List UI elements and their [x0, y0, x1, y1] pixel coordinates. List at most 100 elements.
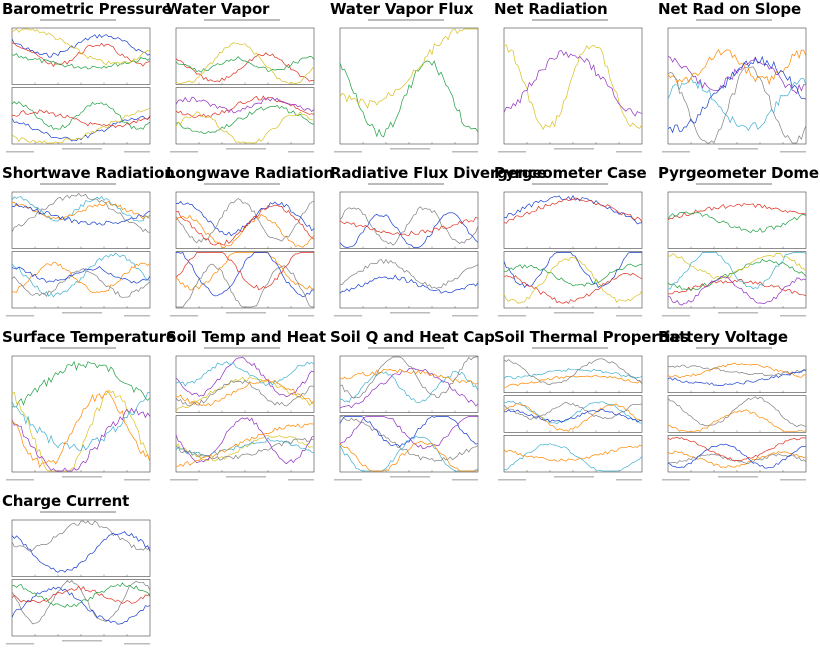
series-line — [339, 441, 479, 472]
series-line — [667, 258, 807, 291]
panel-title-shortwave-radiation[interactable]: Shortwave Radiation — [2, 164, 175, 182]
plot-thumbnail-shortwave-radiation[interactable] — [2, 182, 154, 320]
panel-barometric-pressure: Barometric Pressure — [0, 0, 172, 160]
plot-thumbnail-surface-temperature[interactable] — [2, 346, 154, 484]
plot-thumbnail-soil-thermal-properties[interactable] — [494, 346, 646, 484]
series-line — [339, 258, 479, 290]
plot-thumbnail-pyrgeometer-dome[interactable] — [658, 182, 810, 320]
subplot-frame — [667, 27, 807, 145]
series-line — [339, 367, 479, 409]
subplot-frame — [503, 355, 643, 393]
series-line — [340, 416, 479, 462]
panel-title-soil-q-and-heat-cap[interactable]: Soil Q and Heat Cap — [330, 328, 495, 346]
series-line — [503, 44, 643, 130]
subplot-frame — [339, 191, 479, 249]
series-line — [11, 107, 151, 144]
panel-water-vapor: Water Vapor — [164, 0, 324, 160]
subplot-frame — [11, 579, 151, 637]
series-line — [339, 28, 478, 109]
plot-thumbnail-net-radiation[interactable] — [494, 18, 646, 156]
plot-thumbnail-water-vapor[interactable] — [166, 18, 318, 156]
subplot-frame — [667, 251, 807, 309]
series-line — [667, 48, 807, 86]
series-line — [11, 34, 151, 58]
panel-title-soil-temp-and-heat[interactable]: Soil Temp and Heat — [166, 328, 326, 346]
subplot-frame — [667, 355, 807, 393]
plot-thumbnail-charge-current[interactable] — [2, 510, 154, 648]
panel-title-radiative-flux-divergence[interactable]: Radiative Flux Divergence — [330, 164, 547, 182]
series-line — [667, 211, 807, 234]
series-line — [175, 417, 315, 465]
plot-thumbnail-soil-temp-and-heat[interactable] — [166, 346, 318, 484]
series-line — [176, 252, 315, 297]
panel-title-barometric-pressure[interactable]: Barometric Pressure — [2, 0, 172, 18]
subplot-frame — [339, 251, 479, 309]
plot-thumbnail-longwave-radiation[interactable] — [166, 182, 318, 320]
series-line — [11, 389, 151, 472]
panel-title-pyrgeometer-dome[interactable]: Pyrgeometer Dome — [658, 164, 819, 182]
panel-pyrgeometer-case: Pyrgeometer Case — [492, 164, 652, 324]
series-line — [11, 390, 151, 469]
plot-thumbnail-barometric-pressure[interactable] — [2, 18, 154, 156]
plot-thumbnail-soil-q-and-heat-cap[interactable] — [330, 346, 482, 484]
series-line — [175, 376, 315, 412]
series-line — [175, 356, 315, 398]
panel-title-net-rad-on-slope[interactable]: Net Rad on Slope — [658, 0, 801, 18]
series-line — [175, 423, 315, 467]
subplot-frame — [175, 251, 315, 309]
series-line — [667, 450, 807, 469]
series-line — [175, 96, 315, 114]
plot-thumbnail-water-vapor-flux[interactable] — [330, 18, 482, 156]
panel-soil-thermal-properties: Soil Thermal Properties — [492, 328, 689, 488]
subplot-frame — [11, 519, 151, 577]
series-line — [339, 356, 478, 399]
series-line — [175, 252, 315, 291]
series-line — [667, 55, 807, 134]
panel-radiative-flux-divergence: Radiative Flux Divergence — [328, 164, 547, 324]
series-line — [175, 95, 315, 119]
series-line — [175, 198, 315, 244]
series-line — [12, 261, 151, 294]
series-line — [11, 203, 151, 226]
series-line — [667, 66, 807, 144]
plot-thumbnail-radiative-flux-divergence[interactable] — [330, 182, 482, 320]
series-line — [11, 392, 151, 451]
series-line — [11, 252, 151, 298]
series-line — [175, 252, 314, 291]
series-line — [339, 60, 479, 138]
series-line — [504, 408, 643, 423]
series-line — [667, 396, 807, 427]
series-line — [11, 531, 151, 573]
panel-title-soil-thermal-properties[interactable]: Soil Thermal Properties — [494, 328, 690, 346]
plot-thumbnail-battery-voltage[interactable] — [658, 346, 810, 484]
panel-title-water-vapor[interactable]: Water Vapor — [166, 0, 270, 18]
series-line — [175, 104, 315, 134]
subplot-frame — [503, 27, 643, 145]
series-line — [175, 378, 315, 406]
panel-title-longwave-radiation[interactable]: Longwave Radiation — [166, 164, 334, 182]
plot-thumbnail-pyrgeometer-case[interactable] — [494, 182, 646, 320]
chart-thumbnail-icon — [334, 19, 479, 153]
series-line — [11, 28, 151, 66]
panel-title-pyrgeometer-case[interactable]: Pyrgeometer Case — [494, 164, 647, 182]
series-line — [667, 369, 806, 386]
subplot-frame — [667, 191, 807, 249]
series-line — [339, 416, 479, 448]
panel-title-net-radiation[interactable]: Net Radiation — [494, 0, 608, 18]
chart-thumbnail-icon — [498, 183, 643, 317]
chart-thumbnail-icon — [498, 19, 643, 153]
series-line — [667, 436, 807, 461]
panel-title-battery-voltage[interactable]: Battery Voltage — [658, 328, 788, 346]
panel-title-water-vapor-flux[interactable]: Water Vapor Flux — [330, 0, 474, 18]
panel-title-surface-temperature[interactable]: Surface Temperature — [2, 328, 176, 346]
series-line — [175, 42, 315, 84]
panel-battery-voltage: Battery Voltage — [656, 328, 816, 488]
series-line — [175, 361, 315, 387]
subplot-frame — [503, 251, 643, 309]
series-line — [176, 263, 315, 308]
panel-title-charge-current[interactable]: Charge Current — [2, 492, 130, 510]
plot-thumbnail-net-rad-on-slope[interactable] — [658, 18, 810, 156]
series-line — [503, 400, 643, 425]
subplot-frame — [11, 191, 151, 249]
series-line — [339, 216, 479, 236]
